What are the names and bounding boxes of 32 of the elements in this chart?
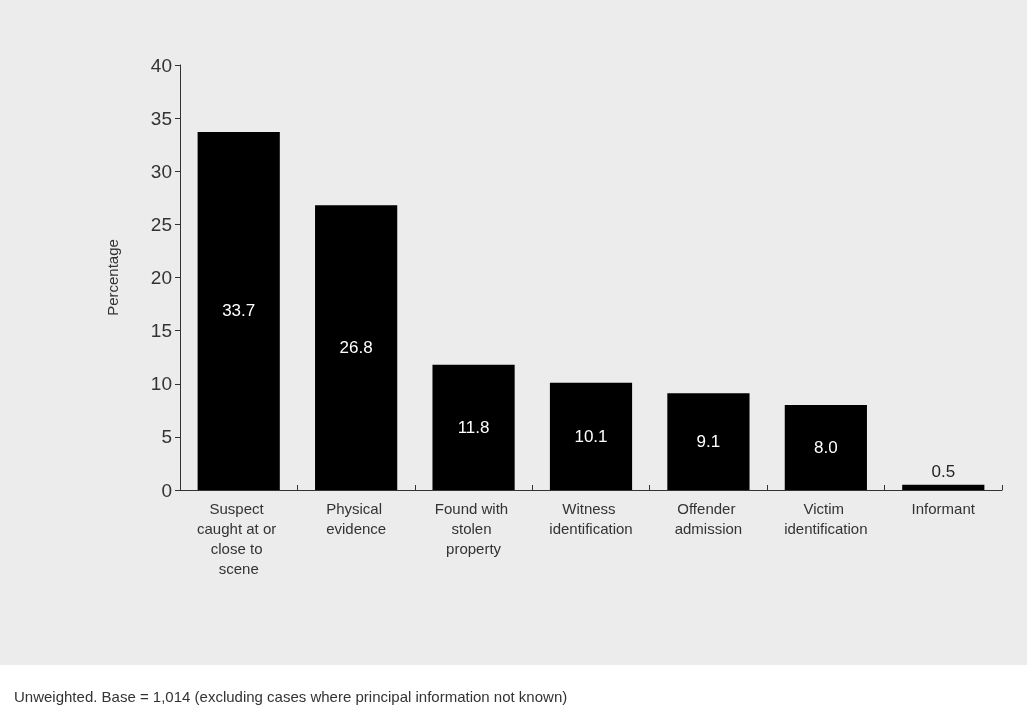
y-tick-label: 10 [150,373,172,395]
data-label: 9.1 [696,432,721,452]
y-tick-label: 5 [161,426,172,448]
data-label: 26.8 [339,338,373,358]
bar [902,484,985,490]
y-tick-label: 35 [150,107,172,129]
y-tick-label: 40 [150,54,172,76]
x-tick-label: Found with stolen property [434,499,513,557]
data-label: 0.5 [931,461,956,481]
data-label: 8.0 [814,438,838,457]
y-tick-label: 20 [150,267,172,288]
y-tick-label: 30 [150,160,172,182]
y-axis-title: Percentage [104,239,121,316]
x-tick-label: Victim identification [784,499,868,537]
bar [549,382,633,490]
bar [784,405,867,490]
y-tick-label: 25 [150,213,172,235]
bar [432,364,515,490]
x-tick-label: Physical evidence [326,499,387,537]
bar [197,131,280,490]
bar [667,393,750,490]
bar [315,205,398,490]
y-tick-label: 0 [161,479,172,501]
x-tick-label: Witness identification [549,499,633,537]
data-label: 10.1 [574,426,608,446]
x-tick-label: Suspect caught at or close to scene [197,499,281,577]
x-tick-label: Informant [911,499,976,517]
x-tick-label: Offender admission [674,499,743,537]
data-label: 33.7 [222,301,256,321]
data-label: 11.8 [457,417,490,437]
y-tick-label: 15 [150,320,172,342]
text: Unweighted. Base = 1,014 (excluding cases where principal information not known) [14,688,568,705]
